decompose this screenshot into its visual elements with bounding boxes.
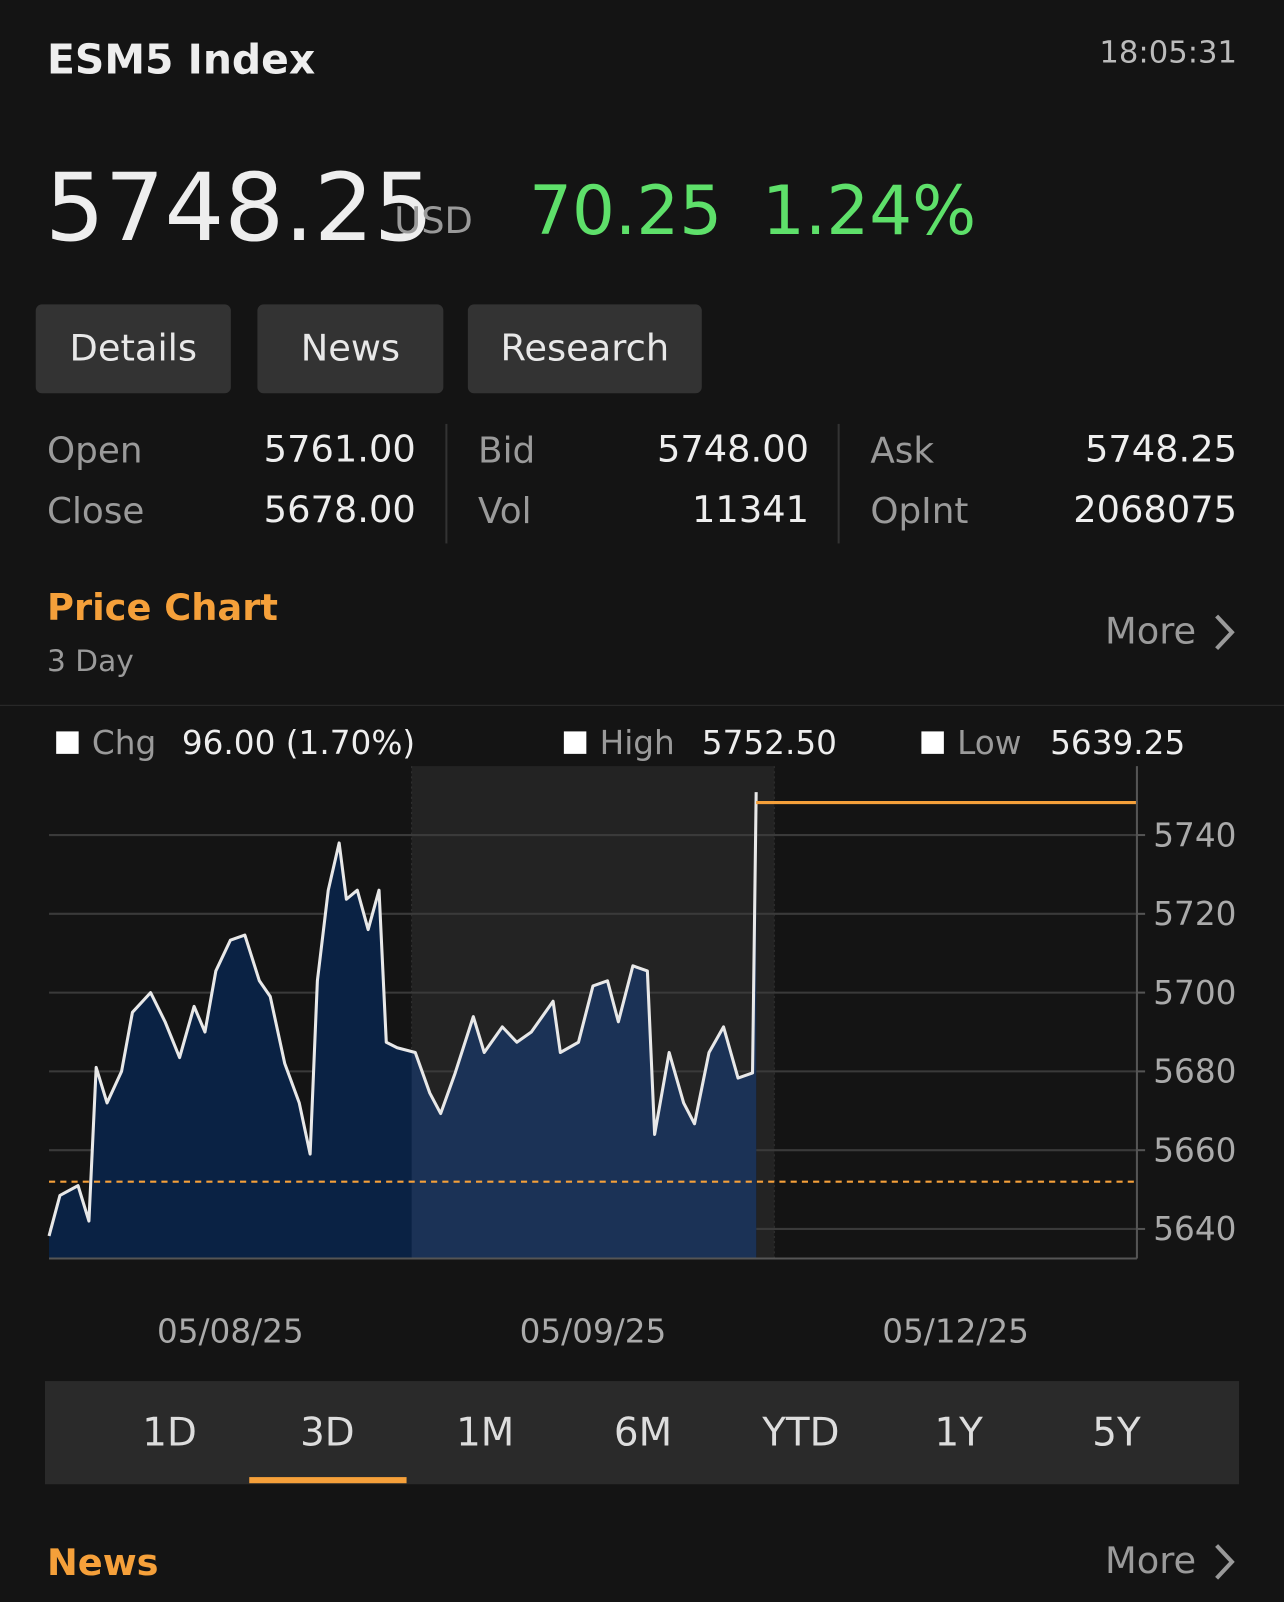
- range-tab[interactable]: 3D: [300, 1409, 355, 1455]
- range-tab[interactable]: 1M: [456, 1409, 515, 1455]
- legend-label: Low: [957, 723, 1022, 763]
- y-tick-label: 5640: [1153, 1210, 1236, 1248]
- x-tick-label: 05/09/25: [520, 1312, 667, 1350]
- y-tick-label: 5700: [1153, 974, 1236, 1012]
- x-tick-label: 05/12/25: [882, 1312, 1029, 1350]
- stat-label: Open: [46, 431, 143, 472]
- legend-swatch: [921, 731, 944, 754]
- range-tab[interactable]: 6M: [613, 1409, 673, 1455]
- price-line: [47, 792, 758, 1237]
- stat-label: OpInt: [870, 491, 969, 533]
- currency: USD: [394, 200, 473, 243]
- chevron[interactable]: [1213, 1542, 1238, 1581]
- title: ESM5 Index: [46, 36, 316, 84]
- legend-value: 96.00 (1.70%): [181, 723, 416, 763]
- separator: [837, 423, 840, 544]
- chevron[interactable]: [1213, 613, 1238, 652]
- more-link[interactable]: More: [1105, 1540, 1197, 1583]
- stat-label: Bid: [478, 431, 536, 472]
- y-tick-label: 5660: [1153, 1131, 1236, 1169]
- section-title: Price Chart: [46, 587, 278, 630]
- range-tab[interactable]: YTD: [762, 1409, 840, 1455]
- range-tab[interactable]: 1D: [142, 1409, 197, 1455]
- range-bar: [44, 1381, 1240, 1485]
- stat-value: 5748.25: [1084, 429, 1238, 471]
- stat-value: 5761.00: [263, 429, 416, 471]
- y-tick-label: 5720: [1153, 895, 1236, 933]
- range-tab[interactable]: 5Y: [1092, 1409, 1141, 1455]
- range-tab[interactable]: 1Y: [934, 1409, 983, 1455]
- divider: [0, 704, 1284, 706]
- stat-value: 2068075: [1073, 489, 1238, 532]
- tab-button[interactable]: News: [257, 304, 444, 394]
- time: 18:05:31: [1099, 34, 1238, 71]
- stat-label: Close: [46, 491, 145, 533]
- legend-value: 5752.50: [701, 723, 837, 763]
- y-tick-label: 5680: [1153, 1053, 1236, 1091]
- change-percent: 1.24%: [762, 171, 977, 251]
- section-title: News: [46, 1542, 159, 1585]
- stat-label: Ask: [870, 431, 935, 472]
- stat-value: 5748.00: [656, 429, 810, 471]
- x-tick-label: 05/08/25: [157, 1312, 304, 1350]
- section-subtitle: 3 Day: [46, 643, 134, 679]
- range-underline: [248, 1477, 407, 1484]
- legend-value: 5639.25: [1050, 723, 1186, 763]
- legend-label: High: [599, 723, 675, 763]
- stat-value: 11341: [692, 489, 810, 532]
- tab-button[interactable]: Details: [35, 304, 231, 394]
- tab-button[interactable]: Research: [467, 304, 702, 394]
- change: 70.25: [529, 171, 723, 251]
- legend-swatch: [563, 731, 587, 754]
- more-link[interactable]: More: [1105, 610, 1197, 653]
- legend-swatch: [56, 731, 79, 754]
- stat-value: 5678.00: [263, 489, 416, 532]
- y-tick-label: 5740: [1153, 816, 1236, 854]
- separator: [445, 423, 448, 544]
- stat-label: Vol: [478, 491, 532, 533]
- legend-label: Chg: [91, 723, 157, 763]
- price: 5748.25: [44, 153, 434, 263]
